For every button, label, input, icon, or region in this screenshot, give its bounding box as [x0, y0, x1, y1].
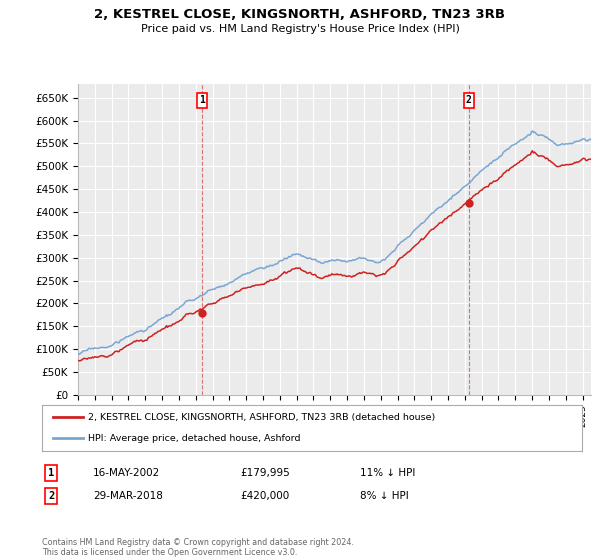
Text: Price paid vs. HM Land Registry's House Price Index (HPI): Price paid vs. HM Land Registry's House …: [140, 24, 460, 34]
Text: 8% ↓ HPI: 8% ↓ HPI: [360, 491, 409, 501]
Text: £179,995: £179,995: [240, 468, 290, 478]
Text: 2: 2: [466, 95, 472, 105]
Text: 16-MAY-2002: 16-MAY-2002: [93, 468, 160, 478]
Text: £420,000: £420,000: [240, 491, 289, 501]
Text: Contains HM Land Registry data © Crown copyright and database right 2024.
This d: Contains HM Land Registry data © Crown c…: [42, 538, 354, 557]
Text: 11% ↓ HPI: 11% ↓ HPI: [360, 468, 415, 478]
Text: HPI: Average price, detached house, Ashford: HPI: Average price, detached house, Ashf…: [88, 434, 301, 443]
Text: 1: 1: [199, 95, 205, 105]
Text: 2, KESTREL CLOSE, KINGSNORTH, ASHFORD, TN23 3RB (detached house): 2, KESTREL CLOSE, KINGSNORTH, ASHFORD, T…: [88, 413, 435, 422]
Text: 2, KESTREL CLOSE, KINGSNORTH, ASHFORD, TN23 3RB: 2, KESTREL CLOSE, KINGSNORTH, ASHFORD, T…: [95, 8, 505, 21]
Text: 1: 1: [48, 468, 54, 478]
Text: 29-MAR-2018: 29-MAR-2018: [93, 491, 163, 501]
Text: 2: 2: [48, 491, 54, 501]
